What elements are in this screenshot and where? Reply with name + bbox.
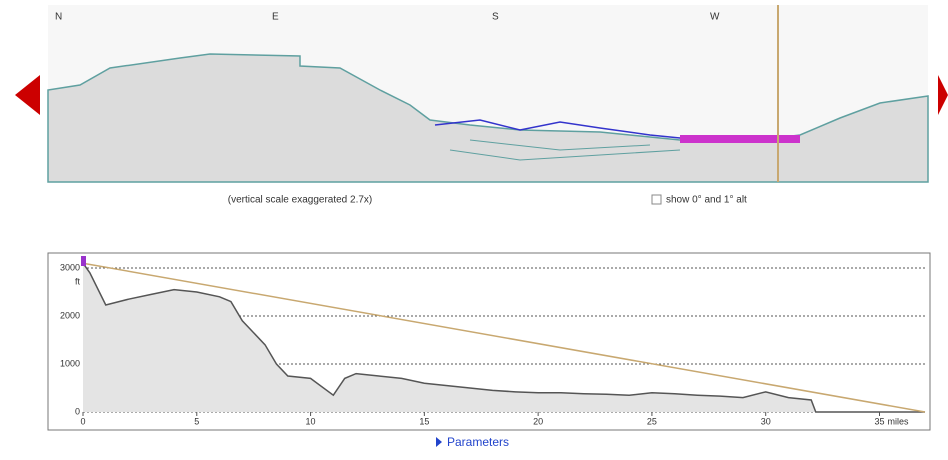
x-tick-label: 10 — [306, 416, 316, 426]
y-tick-label: 3000 — [60, 262, 80, 272]
direction-label: W — [710, 12, 720, 23]
checkbox-label[interactable]: show 0° and 1° alt — [666, 195, 747, 206]
x-tick-label: 35 — [874, 416, 884, 426]
direction-label: S — [492, 12, 499, 23]
x-tick-label: 20 — [533, 416, 543, 426]
page: N E S W (vertical scale exaggerated 2.7x… — [0, 0, 948, 455]
y-axis-label: ft — [75, 276, 81, 286]
y-tick-label: 2000 — [60, 310, 80, 320]
x-tick-label: 25 — [647, 416, 657, 426]
start-marker — [81, 256, 86, 266]
x-tick-label: 30 — [761, 416, 771, 426]
link-icon — [436, 437, 442, 447]
highlight — [680, 135, 800, 143]
checkbox[interactable] — [652, 195, 661, 204]
x-tick-label: 15 — [419, 416, 429, 426]
pan-left-arrow[interactable] — [15, 75, 40, 115]
parameters-link[interactable]: Parameters — [447, 435, 509, 449]
caption: (vertical scale exaggerated 2.7x) — [228, 195, 373, 206]
y-tick-label: 0 — [75, 406, 80, 416]
pan-right-arrow[interactable] — [938, 75, 948, 115]
y-tick-label: 1000 — [60, 358, 80, 368]
x-tick-label: 5 — [194, 416, 199, 426]
x-tick-label: 0 — [80, 416, 85, 426]
x-axis-label: miles — [887, 416, 909, 426]
direction-label: E — [272, 12, 279, 23]
direction-label: N — [55, 12, 62, 23]
